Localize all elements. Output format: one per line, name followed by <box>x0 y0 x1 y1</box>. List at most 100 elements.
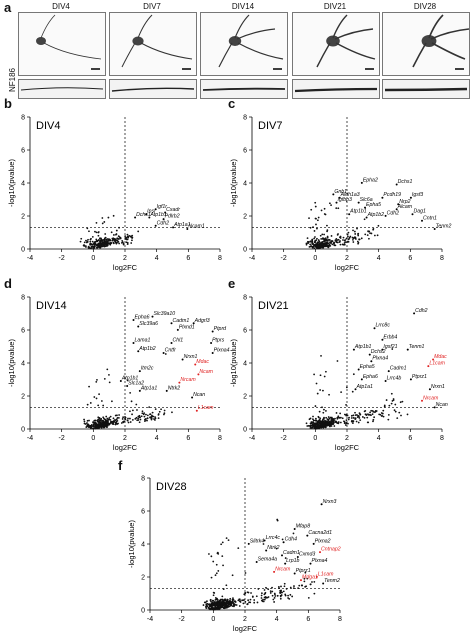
data-point <box>263 589 266 591</box>
data-point <box>325 420 328 423</box>
gene-label: Cxadr <box>166 207 180 213</box>
data-point <box>328 244 330 247</box>
data-point <box>217 570 220 572</box>
data-point <box>106 240 108 242</box>
data-point <box>154 419 156 421</box>
data-point <box>347 240 350 243</box>
data-point <box>339 421 342 424</box>
data-point <box>204 601 207 604</box>
micrograph-div14 <box>200 12 288 76</box>
gene-point <box>395 208 398 211</box>
y-tick-label: 8 <box>243 115 247 122</box>
data-point <box>102 404 105 407</box>
gene-label: Atp1b1 <box>149 212 167 218</box>
data-point <box>104 240 107 243</box>
gene-label: Gnb1 <box>334 189 347 195</box>
y-tick-label: 6 <box>141 509 145 516</box>
x-tick-label: 2 <box>123 255 127 262</box>
data-point <box>131 239 133 242</box>
data-point <box>100 425 103 427</box>
gene-point <box>300 579 302 582</box>
data-point <box>329 416 332 419</box>
data-point <box>87 238 89 241</box>
gene-point <box>293 572 296 575</box>
gene-label: Chl1 <box>173 338 184 344</box>
gene-point <box>172 226 175 229</box>
data-point <box>221 555 224 558</box>
gene-label: Cntn1 <box>423 215 437 221</box>
gene-point <box>338 196 341 199</box>
data-point <box>211 599 214 602</box>
gene-label: Epha6 <box>363 374 378 380</box>
gene-label: Itm2c <box>141 366 154 372</box>
data-point <box>115 242 118 245</box>
data-point <box>314 240 316 242</box>
data-point <box>357 233 359 236</box>
data-point <box>319 374 322 377</box>
data-point <box>314 405 317 407</box>
gene-point <box>194 363 197 366</box>
panel-letter-b: b <box>4 96 12 111</box>
data-point <box>106 424 108 426</box>
data-point <box>117 416 120 419</box>
gene-label: Slitrk4 <box>250 538 265 544</box>
data-point <box>227 603 230 606</box>
gene-point <box>319 551 321 554</box>
data-point <box>376 234 379 237</box>
data-point <box>244 600 247 603</box>
data-point <box>383 404 386 407</box>
micrograph-div4 <box>18 12 106 76</box>
data-point <box>363 218 366 221</box>
data-point <box>244 572 247 574</box>
data-point <box>319 426 322 428</box>
data-point <box>394 410 397 413</box>
data-point <box>243 599 245 601</box>
gene-point <box>427 365 430 368</box>
data-point <box>126 419 129 422</box>
data-point <box>313 247 316 250</box>
x-tick-label: -4 <box>27 435 33 442</box>
data-point <box>250 592 252 594</box>
data-point <box>342 243 345 246</box>
data-point <box>349 235 352 238</box>
data-point <box>113 240 116 242</box>
data-point <box>211 608 214 611</box>
data-point <box>387 413 390 416</box>
data-point <box>325 410 327 412</box>
gene-point <box>137 350 140 353</box>
data-point <box>202 604 205 606</box>
data-point <box>215 603 218 605</box>
data-point <box>98 242 101 245</box>
data-point <box>352 241 355 243</box>
gene-label: Lrrc8c <box>376 323 391 329</box>
data-point <box>208 553 210 555</box>
gene-point <box>312 542 315 545</box>
data-point <box>314 417 317 420</box>
data-point <box>344 424 347 426</box>
data-point <box>262 600 265 603</box>
data-point <box>310 422 313 425</box>
data-point <box>229 597 232 600</box>
gene-point <box>134 216 137 219</box>
data-point <box>339 235 342 238</box>
volcano-plot-div4: -4 -2 0 2 4 6 8 0 2 4 6 8 log2FC -log10(pvalue) DIV4 Nc… <box>7 115 222 273</box>
data-point <box>235 604 238 606</box>
data-point <box>312 421 315 424</box>
data-point <box>101 222 104 225</box>
data-point <box>308 241 310 243</box>
data-point <box>218 607 221 610</box>
data-point <box>144 417 147 420</box>
data-point <box>391 348 394 350</box>
y-tick-label: 2 <box>21 394 25 401</box>
data-point <box>118 226 120 229</box>
data-point <box>221 598 224 601</box>
gene-point <box>411 213 414 216</box>
data-point <box>231 574 234 577</box>
data-point <box>206 600 208 603</box>
data-point <box>279 597 282 600</box>
data-point <box>138 416 141 419</box>
data-point <box>157 413 160 415</box>
x-tick-label: 8 <box>440 435 444 442</box>
gene-point <box>273 570 276 573</box>
x-tick-label: -2 <box>281 435 287 442</box>
